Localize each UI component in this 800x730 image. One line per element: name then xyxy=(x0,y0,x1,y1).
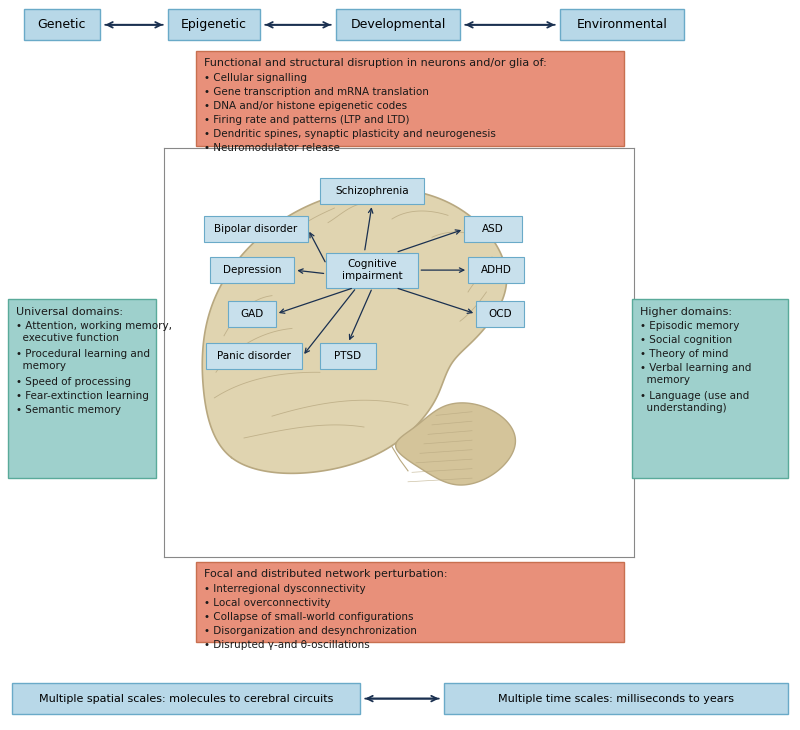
Text: • Language (use and
  understanding): • Language (use and understanding) xyxy=(640,391,750,413)
Polygon shape xyxy=(202,188,506,473)
Text: • Disrupted γ-and θ-oscillations: • Disrupted γ-and θ-oscillations xyxy=(204,640,370,650)
Text: • Verbal learning and
  memory: • Verbal learning and memory xyxy=(640,364,751,385)
Text: Functional and structural disruption in neurons and/or glia of:: Functional and structural disruption in … xyxy=(204,58,546,69)
Text: Schizophrenia: Schizophrenia xyxy=(335,186,409,196)
Text: OCD: OCD xyxy=(488,309,512,319)
FancyBboxPatch shape xyxy=(204,216,308,242)
FancyBboxPatch shape xyxy=(320,178,424,204)
Text: • Semantic memory: • Semantic memory xyxy=(16,405,121,415)
Text: • Gene transcription and mRNA translation: • Gene transcription and mRNA translatio… xyxy=(204,87,429,97)
FancyBboxPatch shape xyxy=(210,257,294,283)
Text: • DNA and/or histone epigenetic codes: • DNA and/or histone epigenetic codes xyxy=(204,101,407,111)
Text: • Dendritic spines, synaptic plasticity and neurogenesis: • Dendritic spines, synaptic plasticity … xyxy=(204,129,496,139)
FancyBboxPatch shape xyxy=(196,562,624,642)
Text: Developmental: Developmental xyxy=(350,18,446,31)
Text: • Theory of mind: • Theory of mind xyxy=(640,349,728,359)
Text: Cognitive
impairment: Cognitive impairment xyxy=(342,259,402,281)
Text: Panic disorder: Panic disorder xyxy=(218,351,291,361)
FancyBboxPatch shape xyxy=(326,253,418,288)
Text: Epigenetic: Epigenetic xyxy=(181,18,247,31)
Text: Environmental: Environmental xyxy=(577,18,667,31)
FancyBboxPatch shape xyxy=(336,9,460,40)
Text: • Disorganization and desynchronization: • Disorganization and desynchronization xyxy=(204,626,417,636)
FancyBboxPatch shape xyxy=(464,216,522,242)
Text: Multiple spatial scales: molecules to cerebral circuits: Multiple spatial scales: molecules to ce… xyxy=(39,694,333,704)
Text: Higher domains:: Higher domains: xyxy=(640,307,732,317)
FancyBboxPatch shape xyxy=(320,343,376,369)
Text: • Firing rate and patterns (LTP and LTD): • Firing rate and patterns (LTP and LTD) xyxy=(204,115,410,125)
Text: Multiple time scales: milliseconds to years: Multiple time scales: milliseconds to ye… xyxy=(498,694,734,704)
FancyBboxPatch shape xyxy=(206,343,302,369)
FancyBboxPatch shape xyxy=(228,301,276,327)
Text: GAD: GAD xyxy=(240,309,264,319)
Text: • Episodic memory: • Episodic memory xyxy=(640,321,739,331)
FancyBboxPatch shape xyxy=(168,9,260,40)
FancyBboxPatch shape xyxy=(196,51,624,146)
Text: ASD: ASD xyxy=(482,224,504,234)
Text: • Procedural learning and
  memory: • Procedural learning and memory xyxy=(16,349,150,371)
FancyBboxPatch shape xyxy=(468,257,524,283)
Text: • Interregional dysconnectivity: • Interregional dysconnectivity xyxy=(204,584,366,593)
Text: Universal domains:: Universal domains: xyxy=(16,307,123,317)
Text: • Collapse of small-world configurations: • Collapse of small-world configurations xyxy=(204,612,414,622)
Text: • Fear-extinction learning: • Fear-extinction learning xyxy=(16,391,149,402)
FancyBboxPatch shape xyxy=(24,9,100,40)
Text: PTSD: PTSD xyxy=(334,351,362,361)
Polygon shape xyxy=(396,403,515,485)
Text: Focal and distributed network perturbation:: Focal and distributed network perturbati… xyxy=(204,569,447,580)
FancyBboxPatch shape xyxy=(476,301,524,327)
Text: Depression: Depression xyxy=(223,265,282,275)
Text: • Local overconnectivity: • Local overconnectivity xyxy=(204,598,330,608)
Text: ADHD: ADHD xyxy=(481,265,511,275)
FancyBboxPatch shape xyxy=(8,299,156,478)
Text: • Attention, working memory,
  executive function: • Attention, working memory, executive f… xyxy=(16,321,172,342)
FancyBboxPatch shape xyxy=(560,9,684,40)
FancyBboxPatch shape xyxy=(632,299,788,478)
Text: • Social cognition: • Social cognition xyxy=(640,335,732,345)
Text: Bipolar disorder: Bipolar disorder xyxy=(214,224,298,234)
Text: • Neuromodulator release: • Neuromodulator release xyxy=(204,143,340,153)
Text: • Speed of processing: • Speed of processing xyxy=(16,377,131,388)
FancyBboxPatch shape xyxy=(444,683,788,714)
Text: • Cellular signalling: • Cellular signalling xyxy=(204,73,307,82)
FancyBboxPatch shape xyxy=(12,683,360,714)
Text: Genetic: Genetic xyxy=(38,18,86,31)
